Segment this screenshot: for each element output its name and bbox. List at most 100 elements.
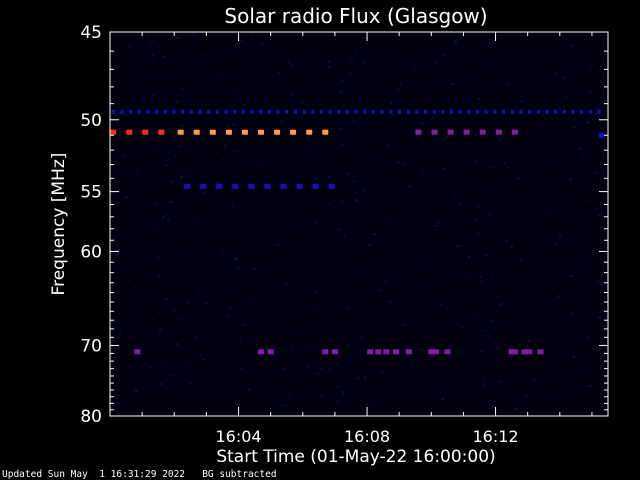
noise-pixel bbox=[299, 334, 303, 337]
noise-pixel bbox=[185, 287, 189, 289]
noise-pixel bbox=[484, 254, 488, 256]
emission-mark bbox=[111, 109, 115, 114]
noise-pixel bbox=[202, 358, 206, 360]
noise-pixel bbox=[172, 309, 176, 312]
noise-pixel bbox=[476, 205, 480, 208]
noise-pixel bbox=[456, 245, 460, 248]
noise-pixel bbox=[346, 172, 350, 175]
noise-pixel bbox=[149, 384, 153, 387]
noise-pixel bbox=[529, 43, 533, 46]
emission-mark bbox=[225, 129, 232, 135]
emission-mark bbox=[363, 109, 367, 114]
emission-mark bbox=[177, 129, 184, 135]
noise-pixel bbox=[127, 275, 131, 278]
emission-mark bbox=[312, 183, 319, 189]
noise-pixel bbox=[256, 110, 259, 113]
noise-pixel bbox=[581, 155, 585, 158]
noise-pixel bbox=[161, 216, 165, 219]
noise-pixel bbox=[427, 389, 431, 392]
noise-pixel bbox=[118, 331, 122, 334]
emission-mark bbox=[345, 109, 349, 114]
emission-mark bbox=[476, 109, 480, 114]
noise-pixel bbox=[488, 219, 492, 222]
noise-pixel bbox=[588, 357, 592, 360]
noise-pixel bbox=[525, 395, 529, 398]
noise-pixel bbox=[134, 389, 138, 392]
noise-pixel bbox=[230, 200, 234, 203]
noise-pixel bbox=[156, 256, 160, 259]
noise-pixel bbox=[351, 143, 355, 146]
noise-pixel bbox=[361, 408, 365, 411]
emission-mark bbox=[415, 129, 422, 135]
noise-pixel bbox=[593, 171, 597, 174]
noise-pixel bbox=[124, 236, 128, 239]
emission-mark bbox=[331, 349, 338, 355]
noise-pixel bbox=[596, 280, 600, 283]
noise-pixel bbox=[555, 243, 559, 246]
noise-pixel bbox=[135, 172, 139, 175]
noise-pixel bbox=[552, 132, 556, 135]
noise-pixel bbox=[161, 38, 165, 41]
noise-pixel bbox=[128, 45, 132, 48]
noise-pixel bbox=[115, 254, 119, 256]
noise-pixel bbox=[359, 336, 363, 339]
noise-pixel bbox=[150, 58, 154, 61]
noise-pixel bbox=[247, 388, 251, 391]
noise-pixel bbox=[243, 324, 247, 327]
emission-mark bbox=[293, 109, 297, 114]
noise-pixel bbox=[474, 133, 478, 136]
noise-pixel bbox=[326, 203, 330, 206]
noise-pixel bbox=[338, 91, 342, 94]
noise-pixel bbox=[487, 165, 491, 168]
noise-pixel bbox=[183, 99, 187, 102]
emission-mark bbox=[392, 349, 399, 355]
noise-pixel bbox=[195, 218, 199, 221]
noise-pixel bbox=[544, 195, 548, 198]
emission-mark bbox=[241, 129, 248, 135]
noise-pixel bbox=[498, 138, 502, 141]
noise-pixel bbox=[158, 328, 162, 331]
chart-title: Solar radio Flux (Glasgow) bbox=[224, 4, 487, 28]
noise-pixel bbox=[254, 300, 258, 303]
emission-mark bbox=[232, 183, 239, 189]
noise-pixel bbox=[432, 83, 436, 86]
noise-pixel bbox=[482, 384, 486, 387]
noise-pixel bbox=[204, 302, 208, 305]
emission-mark bbox=[184, 183, 191, 189]
noise-pixel bbox=[145, 116, 149, 119]
y-tick-label: 60 bbox=[80, 242, 102, 262]
emission-mark bbox=[274, 129, 281, 135]
emission-mark bbox=[158, 129, 165, 135]
noise-pixel bbox=[489, 285, 493, 288]
noise-pixel bbox=[567, 239, 571, 242]
noise-pixel bbox=[155, 202, 159, 205]
noise-pixel bbox=[477, 97, 481, 100]
noise-pixel bbox=[260, 43, 264, 46]
emission-mark bbox=[193, 129, 200, 135]
noise-pixel bbox=[396, 276, 400, 279]
noise-pixel bbox=[171, 76, 175, 79]
noise-pixel bbox=[336, 119, 340, 122]
noise-pixel bbox=[294, 226, 298, 229]
emission-mark bbox=[580, 109, 584, 114]
noise-pixel bbox=[490, 274, 494, 276]
noise-pixel bbox=[117, 326, 121, 329]
emission-mark bbox=[433, 349, 440, 355]
noise-pixel bbox=[314, 178, 318, 181]
noise-pixel bbox=[239, 367, 243, 370]
noise-pixel bbox=[564, 95, 568, 98]
noise-pixel bbox=[221, 158, 225, 161]
noise-pixel bbox=[585, 121, 589, 124]
emission-mark bbox=[389, 109, 393, 114]
emission-mark bbox=[562, 109, 566, 114]
noise-pixel bbox=[230, 390, 234, 393]
noise-pixel bbox=[564, 68, 567, 71]
noise-pixel bbox=[282, 367, 286, 370]
emission-mark bbox=[129, 109, 133, 114]
noise-pixel bbox=[510, 245, 513, 248]
emission-mark bbox=[528, 109, 532, 114]
emission-mark bbox=[511, 129, 518, 135]
noise-pixel bbox=[476, 315, 480, 317]
noise-pixel bbox=[117, 333, 121, 336]
noise-pixel bbox=[441, 139, 445, 141]
